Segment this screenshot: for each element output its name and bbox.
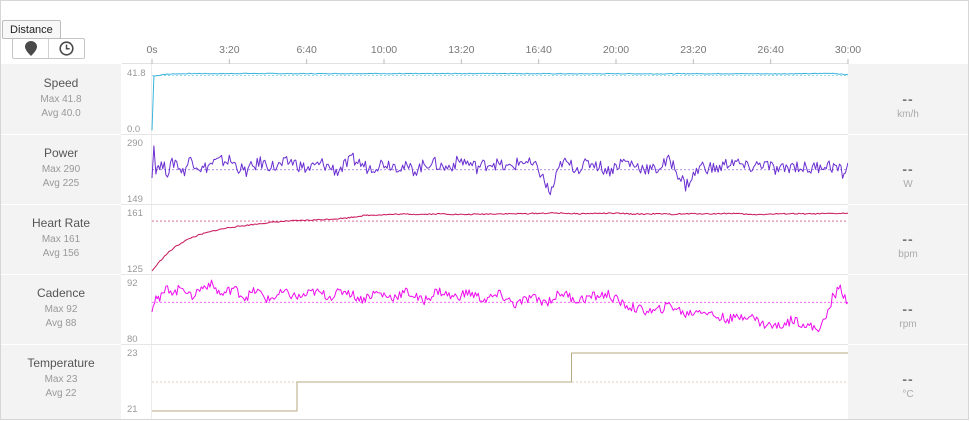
heart-rate-chart: 161 125 — [121, 204, 848, 275]
current-values-column — [848, 64, 968, 419]
unit-label: km/h — [897, 109, 919, 120]
current-value: -- — [902, 161, 914, 177]
time-tick-label: 30:00 — [835, 44, 861, 56]
time-tick-label: 10:00 — [371, 44, 397, 56]
unit-label: bpm — [898, 249, 918, 260]
clock-icon — [59, 41, 74, 56]
current-value: -- — [902, 371, 914, 387]
row-divider — [848, 344, 968, 345]
heart-rate-series-line — [151, 212, 848, 272]
time-tick-label: 23:20 — [680, 44, 706, 56]
speed-current-block: -- km/h — [848, 91, 968, 120]
y-axis-min-label: 125 — [127, 264, 143, 275]
metric-max: Max 41.8 — [40, 94, 82, 105]
metric-avg: Avg 40.0 — [41, 108, 81, 119]
unit-label: rpm — [899, 319, 917, 330]
power-chart: 290 149 — [121, 134, 848, 205]
metric-labels-column — [1, 64, 121, 419]
power-label-block: Power Max 290 Avg 225 — [1, 146, 121, 191]
y-axis-min-label: 149 — [127, 194, 143, 205]
cadence-chart: 92 80 — [121, 274, 848, 345]
y-axis-max-label: 161 — [127, 208, 143, 219]
temperature-series-line — [152, 352, 848, 412]
current-value: -- — [902, 301, 914, 317]
metric-max: Max 23 — [44, 374, 78, 385]
metric-avg: Avg 22 — [45, 388, 77, 399]
metric-title: Speed — [43, 76, 79, 90]
metric-title: Temperature — [27, 356, 95, 370]
metric-max: Max 290 — [41, 164, 81, 175]
time-tick-label: 26:40 — [758, 44, 784, 56]
time-tick-label: 0s — [146, 44, 157, 56]
x-axis-toggle — [12, 38, 85, 59]
y-axis-min-label: 21 — [127, 404, 138, 415]
unit-label: W — [903, 179, 913, 190]
metric-max: Max 92 — [44, 304, 78, 315]
time-tick-label: 20:00 — [603, 44, 629, 56]
metric-avg: Avg 88 — [45, 318, 77, 329]
metric-avg: Avg 225 — [42, 178, 80, 189]
metric-charts[interactable]: 41.8 0.0 290 149 161 125 92 80 23 21 — [121, 64, 848, 419]
speed-chart: 41.8 0.0 — [127, 68, 848, 135]
cadence-current-block: -- rpm — [848, 301, 968, 330]
temperature-chart: 23 21 — [121, 344, 848, 415]
time-tick-label: 13:20 — [448, 44, 474, 56]
heart-rate-current-block: -- bpm — [848, 231, 968, 260]
temperature-label-block: Temperature Max 23 Avg 22 — [1, 356, 121, 401]
heart-rate-label-block: Heart Rate Max 161 Avg 156 — [1, 216, 121, 261]
row-divider — [848, 134, 968, 135]
temperature-current-block: -- °C — [848, 371, 968, 400]
x-axis-control-row: 0s 3:20 6:40 10:00 13:20 16:40 20:00 23:20 26:40… — [1, 36, 968, 64]
row-divider — [1, 274, 121, 275]
metric-title: Heart Rate — [31, 216, 91, 230]
y-axis-max-label: 23 — [127, 348, 138, 359]
map-pin-icon — [24, 41, 37, 56]
metric-title: Cadence — [36, 286, 86, 300]
row-divider — [1, 204, 121, 205]
speed-series-line — [151, 72, 848, 131]
time-axis: 0s 3:20 6:40 10:00 13:20 16:40 20:00 23:20 26:40… — [122, 44, 861, 64]
metric-max: Max 161 — [41, 234, 81, 245]
row-divider — [1, 344, 121, 345]
time-tick-label: 6:40 — [296, 44, 317, 56]
distance-toggle-button[interactable] — [13, 39, 49, 58]
tooltip-distance: Distance — [2, 20, 61, 39]
cadence-label-block: Cadence Max 92 Avg 88 — [1, 286, 121, 331]
y-axis-min-label: 80 — [127, 334, 138, 345]
power-current-block: -- W — [848, 161, 968, 190]
metric-title: Power — [43, 146, 78, 160]
time-tick-label: 3:20 — [219, 44, 240, 56]
power-series-line — [151, 145, 848, 196]
y-axis-max-label: 92 — [127, 278, 138, 289]
unit-label: °C — [902, 389, 914, 400]
current-value: -- — [902, 231, 914, 247]
speed-label-block: Speed Max 41.8 Avg 40.0 — [1, 76, 121, 121]
row-divider — [848, 274, 968, 275]
time-tick-label: 16:40 — [526, 44, 552, 56]
y-axis-max-label: 290 — [127, 138, 143, 149]
current-value: -- — [902, 91, 914, 107]
time-toggle-button[interactable] — [49, 39, 84, 58]
y-axis-min-label: 0.0 — [127, 124, 140, 135]
row-divider — [848, 204, 968, 205]
metric-avg: Avg 156 — [42, 248, 80, 259]
cadence-series-line — [151, 279, 848, 333]
y-axis-max-label: 41.8 — [127, 68, 146, 79]
row-divider — [1, 134, 121, 135]
